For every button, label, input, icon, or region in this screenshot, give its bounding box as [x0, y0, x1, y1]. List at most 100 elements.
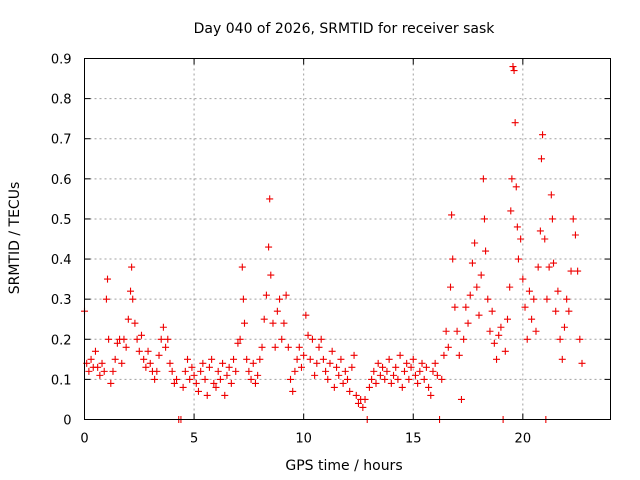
data-point: [433, 371, 441, 379]
data-point: [348, 363, 356, 371]
data-point: [238, 263, 246, 271]
x-tick-label: 5: [190, 432, 198, 447]
data-point: [271, 343, 279, 351]
data-point: [254, 371, 262, 379]
data-point: [337, 355, 345, 363]
data-point: [385, 355, 393, 363]
data-point: [295, 343, 303, 351]
data-point: [376, 371, 384, 379]
data-point: [425, 383, 433, 391]
data-point: [155, 351, 163, 359]
data-point: [554, 287, 562, 295]
data-point: [214, 367, 222, 375]
data-point: [528, 315, 536, 323]
data-point: [276, 295, 284, 303]
data-point: [164, 335, 172, 343]
data-point: [506, 283, 514, 291]
data-point: [414, 379, 422, 387]
data-point: [205, 363, 213, 371]
data-point: [287, 375, 295, 383]
data-point: [381, 375, 389, 383]
data-point: [411, 371, 419, 379]
data-point: [409, 355, 417, 363]
data-point: [447, 283, 455, 291]
data-point: [462, 303, 470, 311]
data-point: [201, 375, 209, 383]
data-point: [392, 363, 400, 371]
data-point: [488, 307, 496, 315]
data-point: [574, 267, 582, 275]
data-point: [188, 363, 196, 371]
data-point: [374, 359, 382, 367]
data-points: [81, 63, 586, 423]
data-point: [265, 243, 273, 251]
data-point: [98, 359, 106, 367]
data-point: [523, 335, 531, 343]
data-point: [234, 339, 242, 347]
data-point: [534, 263, 542, 271]
grid-lines: [84, 58, 611, 420]
data-point: [530, 295, 538, 303]
data-point: [227, 379, 235, 387]
data-point: [249, 359, 257, 367]
data-point: [493, 355, 501, 363]
y-tick-label: 0.8: [51, 93, 72, 108]
data-point: [429, 367, 437, 375]
data-point: [120, 335, 128, 343]
data-point: [304, 331, 312, 339]
x-tick-label: 0: [80, 432, 88, 447]
y-tick-label: 0: [63, 414, 71, 429]
data-point: [219, 359, 227, 367]
data-point: [173, 375, 181, 383]
data-point: [548, 215, 556, 223]
data-point: [390, 371, 398, 379]
data-point: [127, 287, 135, 295]
data-point: [239, 295, 247, 303]
data-point: [350, 351, 358, 359]
data-point: [208, 355, 216, 363]
data-point: [541, 235, 549, 243]
data-point: [449, 255, 457, 263]
data-point: [482, 247, 490, 255]
data-point: [477, 271, 485, 279]
data-point: [146, 359, 154, 367]
data-point: [102, 295, 110, 303]
data-point: [578, 359, 586, 367]
data-point: [284, 343, 292, 351]
data-point: [118, 359, 126, 367]
data-point: [297, 363, 305, 371]
data-point: [243, 355, 251, 363]
data-point: [199, 359, 207, 367]
data-point: [194, 387, 202, 395]
data-point: [387, 379, 395, 387]
y-tick-label: 0.7: [51, 133, 72, 148]
y-tick-label: 0.6: [51, 173, 72, 188]
data-point: [361, 395, 369, 403]
data-point: [537, 155, 545, 163]
data-point: [556, 335, 564, 343]
data-point: [365, 383, 373, 391]
data-point: [291, 367, 299, 375]
y-tick-label: 0.9: [51, 53, 72, 68]
data-point: [475, 311, 483, 319]
data-point: [111, 355, 119, 363]
data-point: [512, 183, 520, 191]
data-point: [100, 367, 108, 375]
data-point: [280, 319, 288, 327]
data-point: [440, 351, 448, 359]
data-point: [490, 339, 498, 347]
data-point: [210, 379, 218, 387]
data-point: [460, 335, 468, 343]
data-point: [451, 303, 459, 311]
data-point: [113, 339, 121, 347]
data-point: [444, 343, 452, 351]
data-point: [525, 287, 533, 295]
data-point: [495, 331, 503, 339]
data-point: [497, 323, 505, 331]
data-point: [352, 391, 360, 399]
data-point: [545, 263, 553, 271]
data-point: [473, 283, 481, 291]
data-point: [245, 367, 253, 375]
data-point: [560, 323, 568, 331]
